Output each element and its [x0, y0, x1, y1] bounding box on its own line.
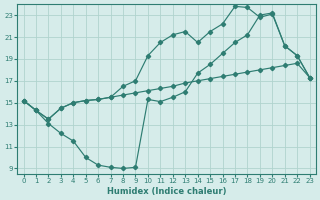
X-axis label: Humidex (Indice chaleur): Humidex (Indice chaleur): [107, 187, 226, 196]
